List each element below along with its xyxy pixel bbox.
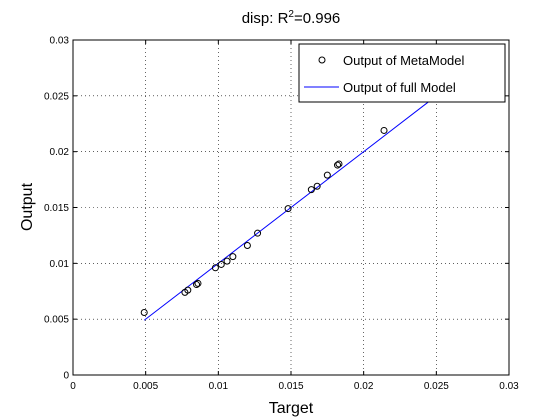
y-tick-label: 0.01 bbox=[50, 259, 70, 270]
x-tick-label: 0.015 bbox=[278, 381, 303, 392]
metamodel-point bbox=[254, 229, 262, 237]
metamodel-point bbox=[243, 241, 251, 249]
y-axis-label: Output bbox=[19, 182, 36, 231]
metamodel-point bbox=[307, 186, 315, 194]
y-tick-label: 0.015 bbox=[44, 203, 69, 214]
plot-border bbox=[72, 39, 510, 376]
metamodel-point bbox=[194, 279, 202, 287]
y-tick-label: 0 bbox=[63, 371, 69, 382]
metamodel-point bbox=[184, 286, 192, 294]
legend-marker-metamodel bbox=[318, 56, 326, 64]
metamodel-point bbox=[229, 253, 237, 261]
full-model-line bbox=[143, 99, 431, 321]
metamodel-point bbox=[334, 161, 342, 169]
metamodel-point bbox=[313, 182, 321, 190]
y-tick-label: 0.03 bbox=[50, 36, 70, 47]
x-tick-label: 0.03 bbox=[499, 381, 519, 392]
legend-label-full-model: Output of full Model bbox=[343, 80, 456, 95]
metamodel-point bbox=[140, 308, 148, 316]
metamodel-point bbox=[217, 260, 225, 268]
x-axis-label: Target bbox=[269, 400, 314, 417]
metamodel-point bbox=[284, 205, 292, 213]
x-tick-label: 0.005 bbox=[133, 381, 158, 392]
chart-title: disp: R2=0.996 bbox=[242, 9, 341, 27]
legend: Output of MetaModel Output of full Model bbox=[298, 43, 506, 103]
metamodel-point bbox=[323, 171, 331, 179]
x-tick-label: 0.02 bbox=[354, 381, 374, 392]
metamodel-point bbox=[223, 257, 231, 265]
x-tick-label: 0.01 bbox=[209, 381, 229, 392]
legend-box bbox=[298, 43, 506, 103]
legend-label-metamodel: Output of MetaModel bbox=[343, 53, 465, 68]
x-tick-label: 0 bbox=[70, 381, 76, 392]
metamodel-point bbox=[380, 126, 388, 134]
series-layer bbox=[140, 99, 431, 321]
metamodel-point bbox=[211, 264, 219, 272]
metamodel-point bbox=[193, 281, 201, 289]
y-tick-label: 0.02 bbox=[50, 147, 70, 158]
x-tick-label: 0.025 bbox=[424, 381, 449, 392]
metamodel-point bbox=[335, 160, 343, 168]
y-tick-label: 0.025 bbox=[44, 91, 69, 102]
y-tick-label: 0.005 bbox=[44, 315, 69, 326]
